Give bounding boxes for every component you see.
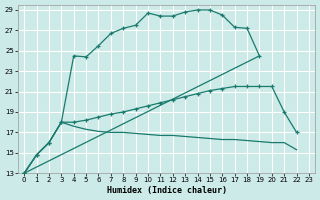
X-axis label: Humidex (Indice chaleur): Humidex (Indice chaleur): [107, 186, 227, 195]
